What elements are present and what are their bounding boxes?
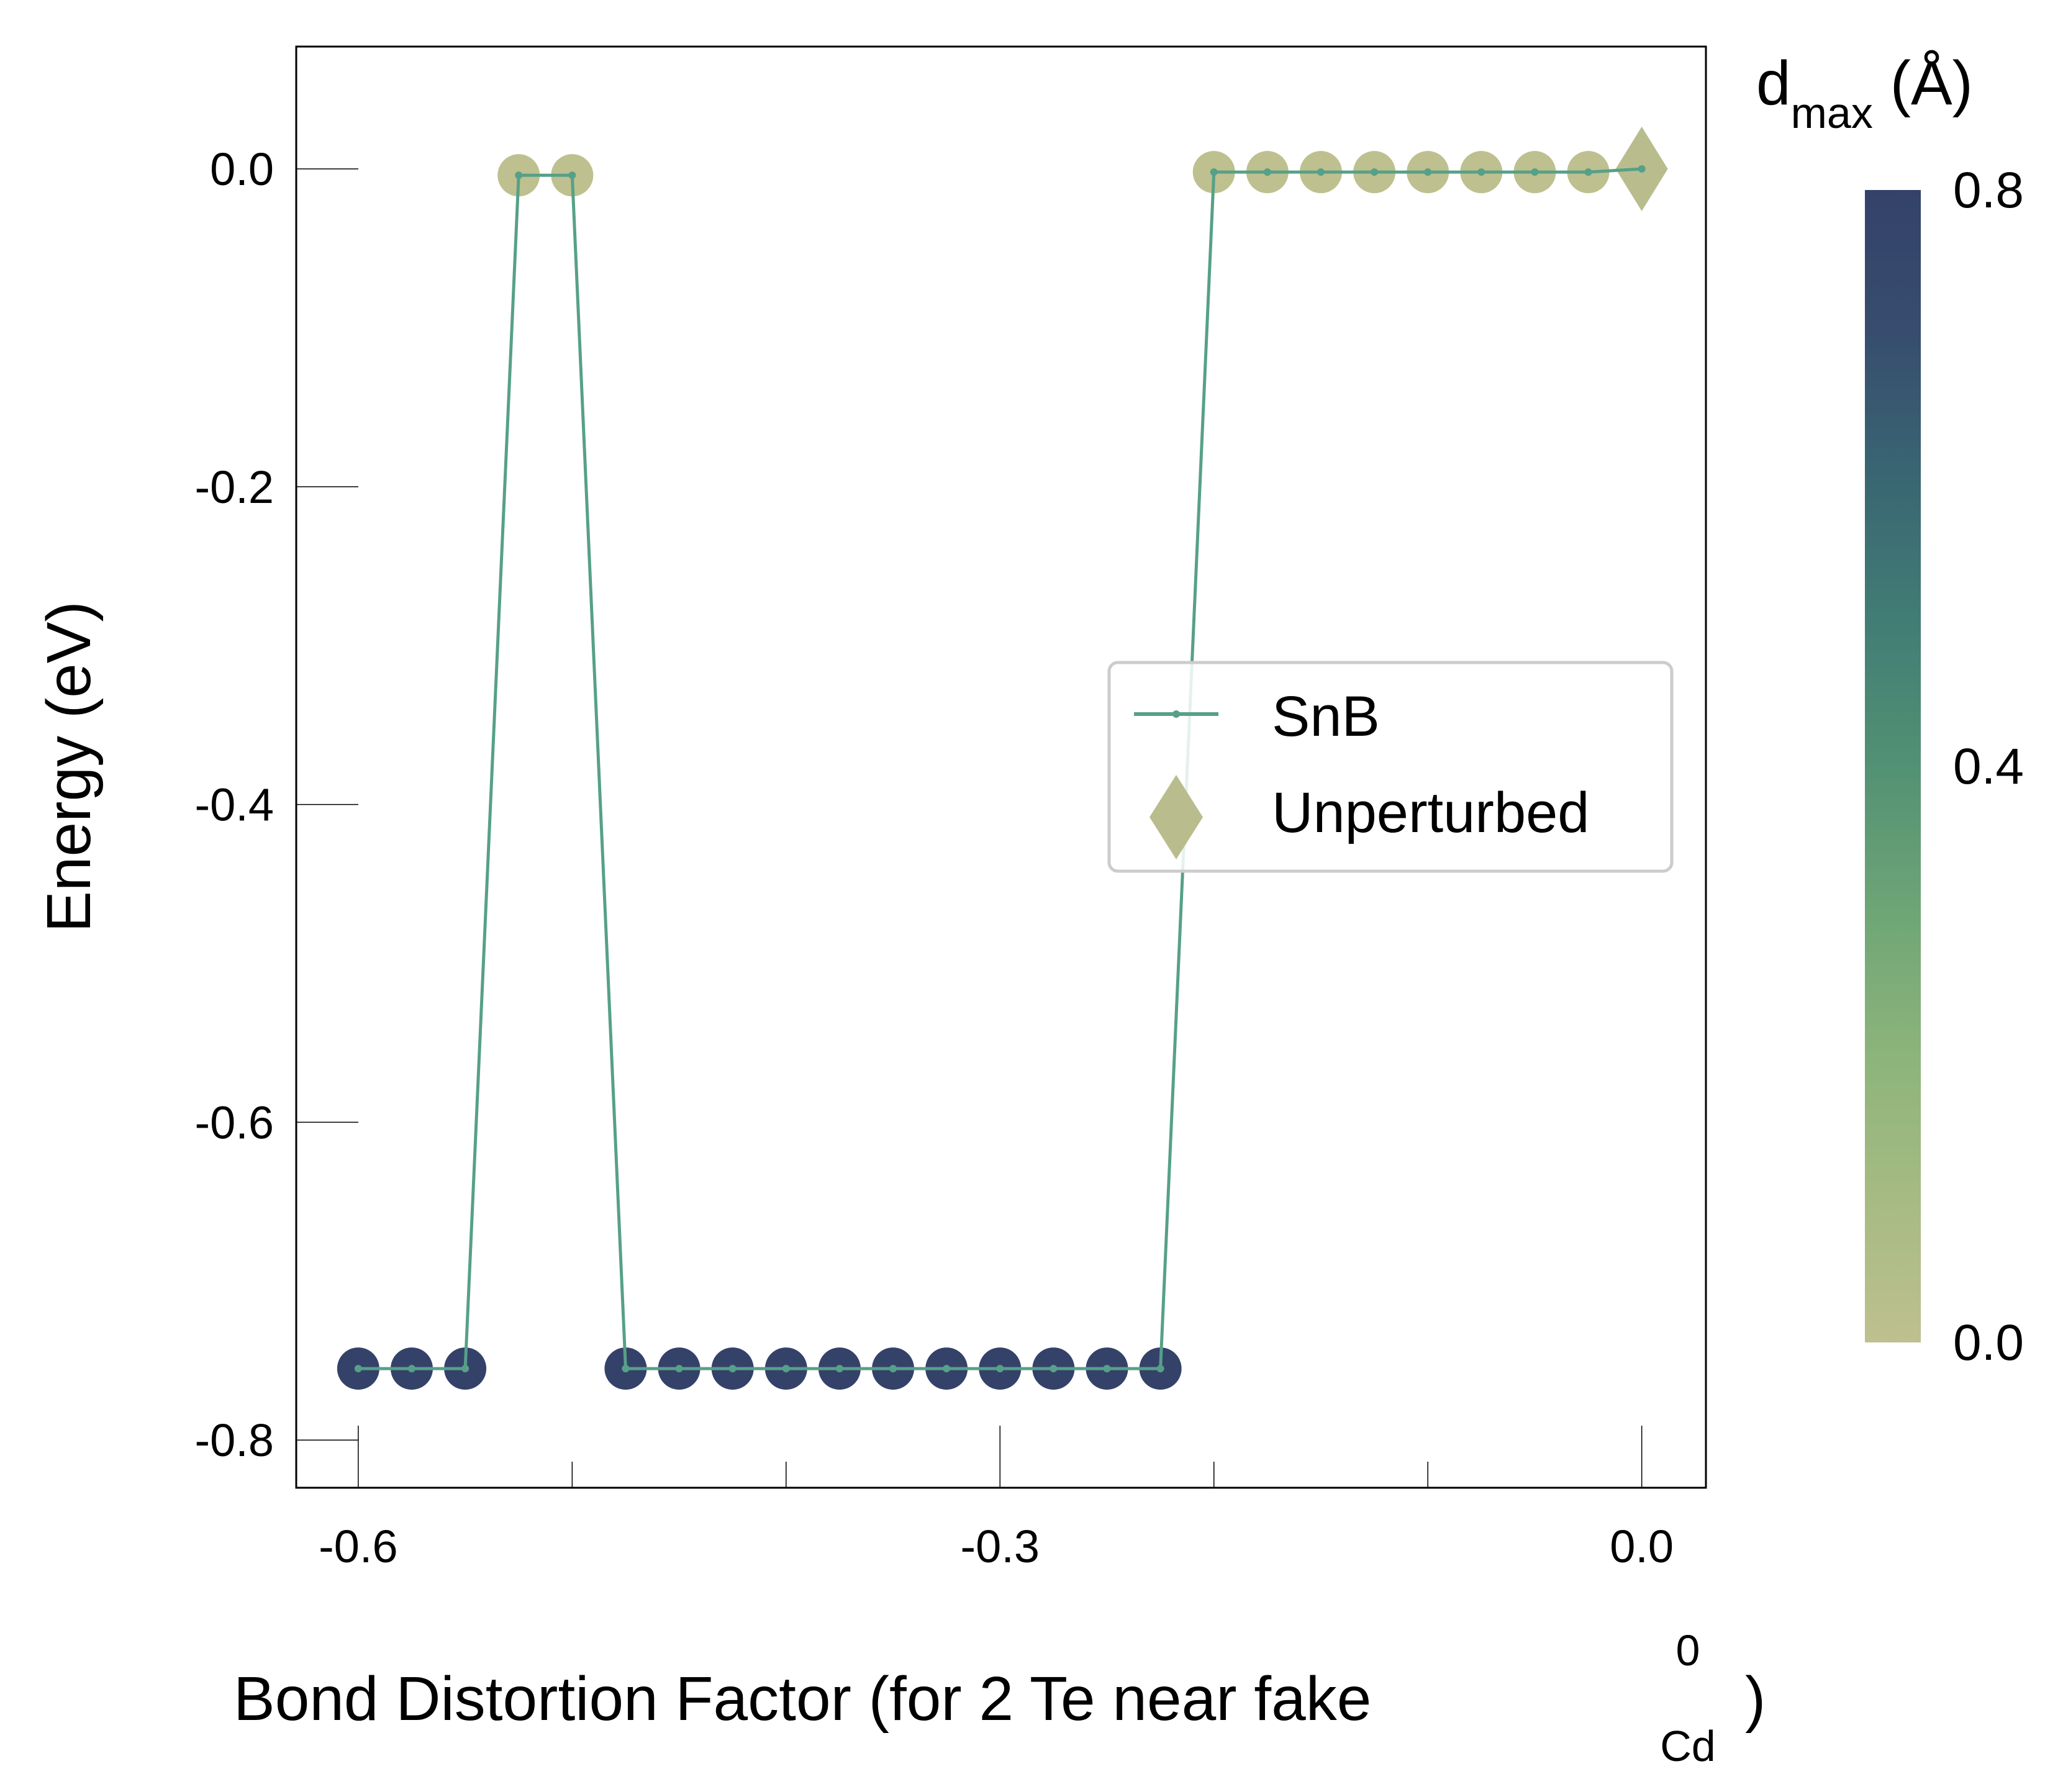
snb-point	[728, 1365, 737, 1373]
colorbar-tick-label: 0.4	[1953, 738, 2024, 795]
snb-point	[889, 1365, 897, 1373]
y-tick-label: -0.8	[194, 1414, 274, 1466]
y-tick-label: 0.0	[210, 143, 274, 195]
snb-line	[358, 170, 1589, 1370]
colorbar-tick-label: 0.8	[1953, 162, 2024, 219]
snb-point	[354, 1365, 362, 1373]
snb-point	[1638, 165, 1646, 173]
legend: SnB Unperturbed	[1107, 661, 1674, 873]
colorbar-gradient	[1865, 190, 1921, 1342]
y-tick-label: -0.6	[194, 1097, 274, 1148]
colorbar: dmax (Å) 0.8 0.4 0.0	[1756, 48, 2024, 1371]
x-axis-title: Bond Distortion Factor (for 2 Te near fa…	[234, 1664, 1371, 1734]
x-axis-title-main: Bond Distortion Factor (for 2 Te near fa…	[234, 1664, 1371, 1734]
colorbar-ticks: 0.8 0.4 0.0	[1953, 162, 2024, 1371]
x-axis-title-subscript: Cd	[1660, 1722, 1715, 1770]
x-tick-label: -0.6	[319, 1521, 398, 1572]
colorbar-title-main: d	[1756, 48, 1791, 118]
snb-point	[943, 1365, 951, 1373]
legend-snb-label: SnB	[1272, 685, 1380, 748]
snb-point	[1531, 168, 1539, 176]
snb-point	[1103, 1365, 1111, 1373]
snb-point	[1317, 168, 1325, 176]
snb-point	[1210, 168, 1218, 176]
snb-point	[568, 171, 576, 179]
snb-point	[1477, 168, 1485, 176]
snb-point	[1156, 1365, 1164, 1373]
snb-point	[1424, 168, 1432, 176]
colorbar-title-unit: (Å)	[1873, 48, 1973, 118]
axis-ticks: 0.0 -0.2 -0.4 -0.6 -0.8 -0.6 -0.3 0.0	[194, 143, 1674, 1572]
snb-point	[835, 1365, 843, 1373]
snb-point	[782, 1365, 790, 1373]
y-tick-label: -0.2	[194, 461, 274, 513]
snb-point	[622, 1365, 630, 1373]
legend-snb-marker	[1172, 710, 1180, 718]
snb-point	[461, 1365, 469, 1373]
snb-line-end	[1588, 167, 1642, 174]
x-tick-label: 0.0	[1610, 1521, 1674, 1572]
legend-frame	[1107, 661, 1674, 873]
snb-point	[515, 171, 523, 179]
snb-point	[1263, 168, 1271, 176]
snb-point	[408, 1365, 416, 1373]
colorbar-title-subscript: max	[1791, 89, 1873, 137]
y-tick-label: -0.4	[194, 779, 274, 831]
snb-point	[1371, 168, 1379, 176]
legend-unperturbed-marker	[1149, 775, 1203, 859]
colorbar-tick-label: 0.0	[1953, 1315, 2024, 1371]
legend-unperturbed-label: Unperturbed	[1272, 781, 1589, 844]
snb-point	[1050, 1365, 1058, 1373]
colorbar-title: dmax (Å)	[1756, 48, 1973, 137]
x-axis-title-close: )	[1745, 1664, 1766, 1734]
x-axis-title-superscript: 0	[1676, 1626, 1700, 1675]
y-axis-title: Energy (eV)	[34, 601, 104, 933]
snb-point	[675, 1365, 683, 1373]
snb-point	[996, 1365, 1004, 1373]
data-layer	[337, 127, 1668, 1390]
x-tick-label: -0.3	[961, 1521, 1040, 1572]
